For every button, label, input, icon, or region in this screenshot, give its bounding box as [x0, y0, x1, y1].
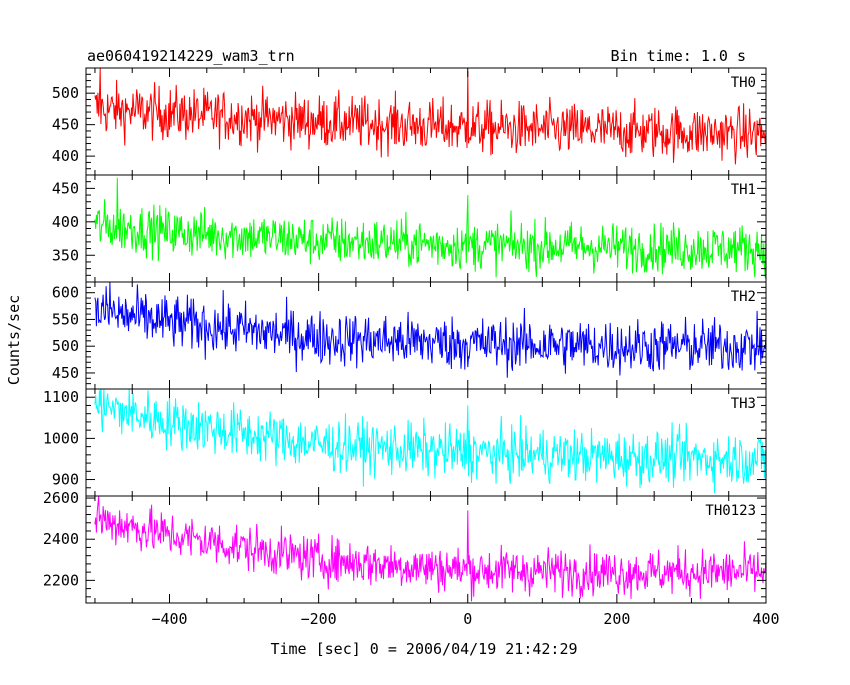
series-line-th1 [94, 177, 766, 279]
y-tick-label: 600 [52, 284, 79, 302]
panel-th3: 900 1000 1100 TH3 [43, 388, 767, 497]
y-tick-label: 2200 [43, 571, 79, 589]
series-line-th0123 [94, 496, 766, 602]
x-axis-label: Time [sec] 0 = 2006/04/19 21:42:29 [270, 640, 577, 658]
panel-frame [85, 67, 767, 176]
x-tick-label: 0 [463, 610, 472, 628]
y-tick-label: 900 [52, 471, 79, 489]
y-tick-label: 350 [52, 246, 79, 264]
panel-name-th0123: TH0123 [705, 503, 756, 519]
series-line-th2 [94, 282, 766, 378]
x-tick-labels: −400 −200 0 200 400 [151, 610, 779, 628]
y-tick-label: 1100 [43, 388, 79, 406]
chart-title-left: ae060419214229_wam3_trn [87, 47, 295, 65]
panel-name-th2: TH2 [731, 289, 756, 305]
y-tick-label: 450 [52, 179, 79, 197]
panels-group: 400 450 500 TH0 350 400 450 TH1 450 500 550 600 TH2 9… [43, 67, 767, 604]
y-tick-label: 450 [52, 364, 79, 382]
panel-frame [85, 281, 767, 390]
chart-title-right: Bin time: 1.0 s [611, 47, 746, 65]
panel-th0: 400 450 500 TH0 [52, 67, 767, 176]
x-tick-label: 400 [752, 610, 779, 628]
panel-frame [85, 388, 767, 497]
y-tick-label: 400 [52, 213, 79, 231]
panel-name-th1: TH1 [731, 182, 756, 198]
x-tick-label: −400 [151, 610, 187, 628]
y-tick-label: 500 [52, 84, 79, 102]
panel-frame [85, 495, 767, 604]
panel-th2: 450 500 550 600 TH2 [52, 281, 767, 390]
y-tick-label: 400 [52, 147, 79, 165]
y-tick-label: 1000 [43, 429, 79, 447]
series-line-th3 [94, 389, 766, 494]
y-tick-label: 2400 [43, 530, 79, 548]
panel-name-th0: TH0 [731, 75, 756, 91]
panel-th1: 350 400 450 TH1 [52, 174, 767, 283]
x-tick-label: −200 [301, 610, 337, 628]
series-line-th0 [94, 68, 766, 165]
panel-th0123: 2200 2400 2600 TH0123 [43, 489, 767, 604]
y-tick-label: 2600 [43, 489, 79, 507]
y-tick-label: 500 [52, 337, 79, 355]
x-tick-label: 200 [603, 610, 630, 628]
y-tick-label: 550 [52, 310, 79, 328]
panel-name-th3: TH3 [731, 396, 756, 412]
y-tick-label: 450 [52, 116, 79, 134]
y-axis-label: Counts/sec [5, 295, 23, 385]
